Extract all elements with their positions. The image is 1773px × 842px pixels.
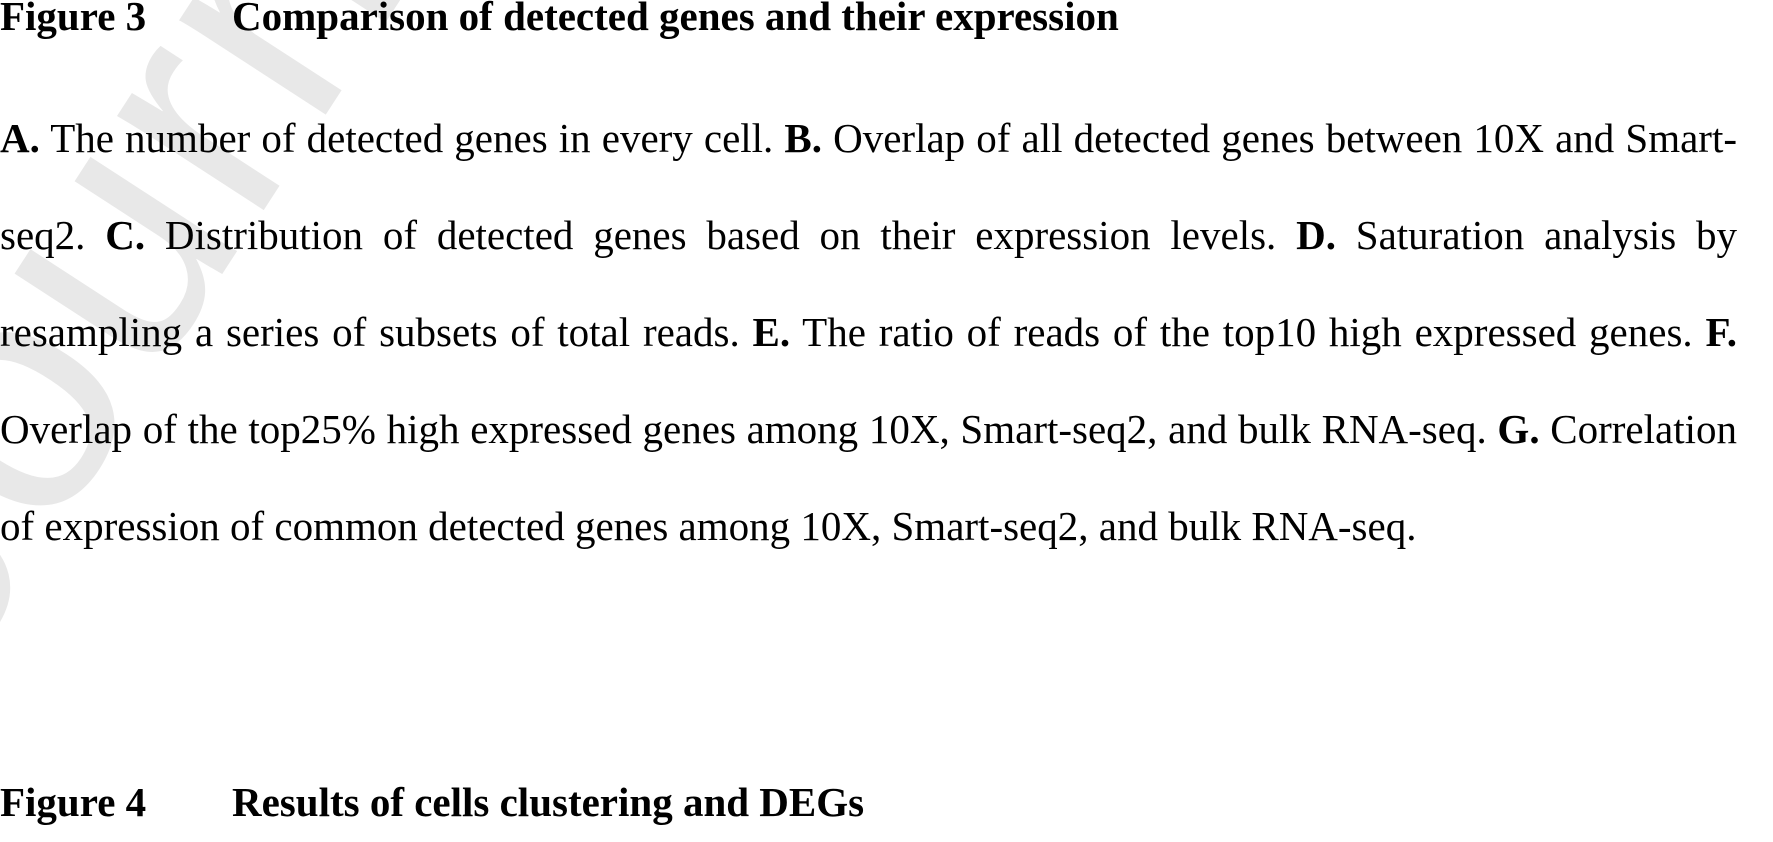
panel-e-text: The ratio of reads of the top10 high exp… (790, 309, 1706, 355)
panel-c-text: Distribution of detected genes based on … (145, 212, 1297, 258)
panel-f-label: F. (1705, 309, 1737, 355)
panel-b-label: B. (784, 115, 823, 161)
panel-f-text: Overlap of the top25% high expressed gen… (0, 406, 1498, 452)
figure-3-title: Comparison of detected genes and their e… (232, 0, 1119, 39)
figure-4-heading: Figure 4 Results of cells clustering and … (0, 782, 864, 823)
panel-c-label: C. (105, 212, 146, 258)
panel-a-label: A. (0, 115, 40, 161)
panel-g-text: Correlation of expression of common dete… (0, 406, 1737, 549)
figure-4-label: Figure 4 (0, 779, 147, 825)
panel-e-label: E. (752, 309, 791, 355)
figure-4-title: Results of cells clustering and DEGs (232, 779, 865, 825)
figure-3-heading: Figure 3 Comparison of detected genes and… (0, 0, 1119, 37)
figure-3-label: Figure 3 (0, 0, 147, 39)
panel-d-label: D. (1296, 212, 1336, 258)
panel-g-label: G. (1497, 406, 1540, 452)
figure-3-caption: A. The number of detected genes in every… (0, 90, 1737, 575)
panel-a-text: The number of detected genes in every ce… (39, 115, 785, 161)
panel-d-text: Saturation analysis by resampling a seri… (0, 212, 1737, 355)
panel-b-text: Overlap of all detected genes between 10… (0, 115, 1737, 258)
